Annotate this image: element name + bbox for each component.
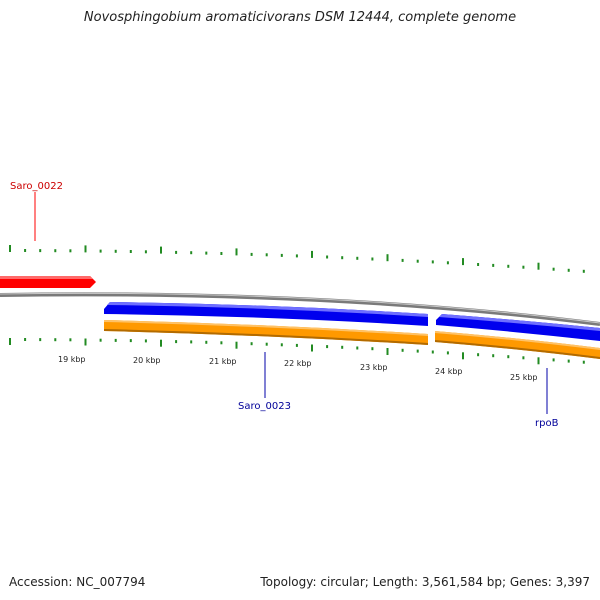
outer-tick-marks — [9, 245, 585, 273]
kbp-label: 20 kbp — [133, 356, 161, 365]
cds-feature-rpob[interactable] — [435, 331, 600, 359]
kbp-label: 22 kbp — [284, 359, 312, 368]
kbp-labels: 19 kbp 20 kbp 21 kbp 22 kbp 23 kbp 24 kb… — [58, 355, 538, 382]
accession-text: Accession: NC_007794 — [9, 575, 146, 589]
gene-arrow-saro-0022[interactable] — [0, 276, 96, 288]
gene-label-saro-0023[interactable]: Saro_0023 — [238, 352, 291, 412]
map-title: Novosphingobium aromaticivorans DSM 1244… — [83, 10, 517, 25]
gene-label-saro-0022[interactable]: Saro_0022 — [10, 181, 63, 241]
gene-arrow-rpob[interactable] — [436, 314, 600, 341]
kbp-label: 25 kbp — [510, 373, 538, 382]
gene-label-text: Saro_0023 — [238, 401, 291, 412]
gene-arrow-saro-0023[interactable] — [104, 302, 428, 326]
genome-summary-text: Topology: circular; Length: 3,561,584 bp… — [260, 575, 590, 589]
kbp-label: 19 kbp — [58, 355, 86, 364]
cds-feature-saro-0023[interactable] — [104, 320, 428, 345]
gene-label-text: rpoB — [535, 418, 559, 429]
kbp-label: 21 kbp — [209, 357, 237, 366]
gene-label-text: Saro_0022 — [10, 181, 63, 192]
genome-backbone — [0, 292, 600, 326]
inner-tick-marks — [9, 338, 585, 365]
kbp-label: 23 kbp — [360, 363, 388, 372]
gene-label-rpob[interactable]: rpoB — [535, 368, 559, 429]
kbp-label: 24 kbp — [435, 367, 463, 376]
